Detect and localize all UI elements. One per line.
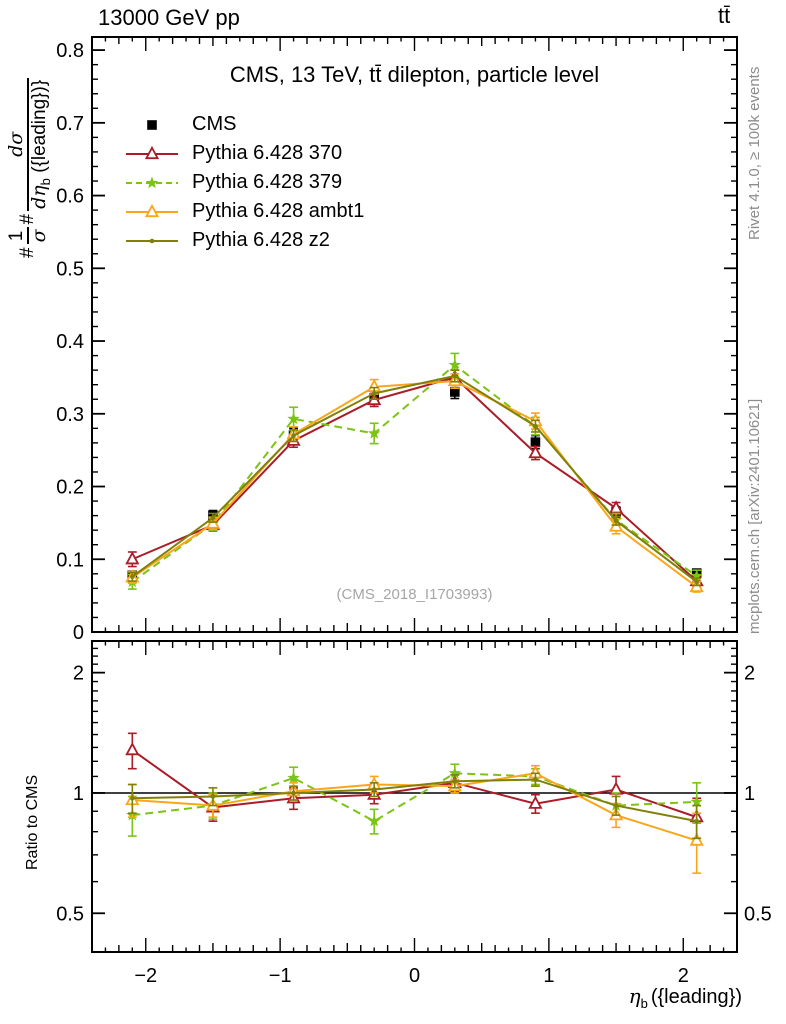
y-axis-label: #1 σ # dσ dηb ({leading})}	[5, 75, 53, 258]
svg-text:0.4: 0.4	[56, 331, 84, 353]
svg-text:1: 1	[543, 965, 554, 987]
legend-label: Pythia 6.428 ambt1	[192, 200, 365, 222]
x-axis-label: ηb ({leading})	[628, 984, 742, 1011]
plot-title: CMS, 13 TeV, tt̄ dilepton, particle leve…	[229, 62, 600, 87]
legend-marker-triangle	[126, 145, 178, 159]
ratio-axis-label: Ratio to CMS	[24, 774, 41, 870]
legend-label: Pythia 6.428 370	[192, 142, 343, 164]
legend-marker-dot	[126, 238, 178, 243]
svg-text:2: 2	[678, 965, 689, 987]
svg-text:0.3: 0.3	[56, 404, 84, 426]
beam-energy-label: 13000 GeV pp	[98, 5, 240, 30]
legend-label: Pythia 6.428 z2	[192, 229, 330, 251]
svg-text:0: 0	[73, 622, 84, 644]
eta-symbol: η	[628, 984, 641, 1008]
svg-text:0.5: 0.5	[56, 903, 84, 925]
legend-marker-triangle	[126, 203, 178, 217]
y-label-hash2: #	[17, 213, 39, 225]
svg-text:−2: −2	[134, 965, 157, 987]
rivet-version-note: Rivet 4.1.0, ≥ 100k events	[746, 66, 763, 240]
y-label-hash: #	[17, 247, 39, 258]
mcplots-attribution-note: mcplots.cern.ch [arXiv:2401.10621]	[746, 398, 763, 634]
svg-text:0.1: 0.1	[56, 549, 84, 571]
legend-marker-star	[126, 176, 178, 188]
legend-item: Pythia 6.428 370	[124, 139, 364, 168]
legend-item: Pythia 6.428 ambt1	[124, 197, 364, 226]
legend-item: Pythia 6.428 z2	[124, 226, 364, 255]
y-label-fraction-dsigma-deta: dσ dηb ({leading})}	[5, 77, 53, 211]
svg-text:0.2: 0.2	[56, 477, 84, 499]
svg-text:2: 2	[744, 663, 755, 685]
svg-text:0.8: 0.8	[56, 40, 84, 62]
svg-text:0: 0	[409, 965, 420, 987]
svg-text:0.5: 0.5	[744, 903, 772, 925]
svg-text:1: 1	[73, 783, 84, 805]
analysis-id-watermark: (CMS_2018_I1703993)	[336, 586, 493, 603]
svg-text:0.5: 0.5	[56, 258, 84, 280]
svg-text:0.6: 0.6	[56, 186, 84, 208]
legend-label: CMS	[192, 113, 237, 135]
legend-marker-square	[147, 119, 157, 130]
svg-text:0.7: 0.7	[56, 113, 84, 135]
legend-label: Pythia 6.428 379	[192, 171, 343, 193]
legend: CMS Pythia 6.428 370 Pythia 6.428 379 Pythi…	[124, 110, 364, 255]
legend-item: CMS	[124, 110, 364, 139]
legend-item: Pythia 6.428 379	[124, 168, 364, 197]
svg-text:2: 2	[73, 663, 84, 685]
process-label: tt̄	[718, 3, 731, 28]
svg-text:1: 1	[744, 783, 755, 805]
svg-text:−1: −1	[269, 965, 292, 987]
